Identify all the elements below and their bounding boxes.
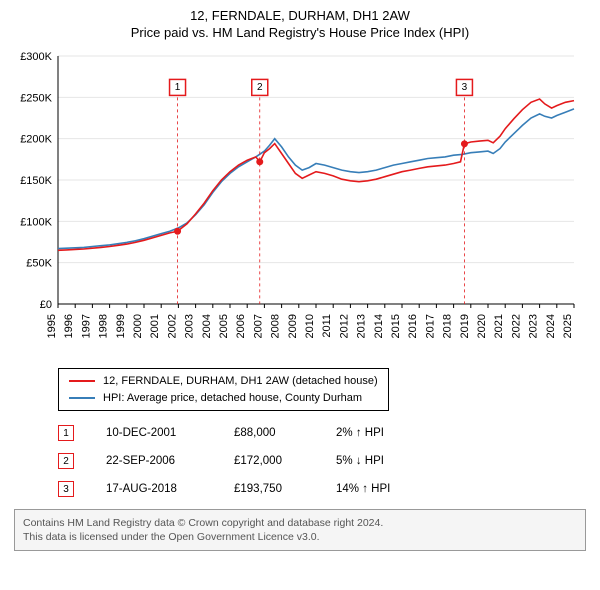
legend-row: HPI: Average price, detached house, Coun… [69,390,378,407]
event-dot [174,228,181,235]
x-tick-label: 1995 [46,314,58,338]
y-tick-label: £300K [20,51,52,63]
chart-area: £0 £50K £100K £150K £200K £250K £300K 1995 1996 1… [14,46,586,358]
x-tick-label: 2000 [132,314,144,338]
y-tick-label: £50K [26,258,52,270]
event-marker-number: 1 [175,82,181,93]
event-date: 17-AUG-2018 [106,483,202,495]
event-price: £172,000 [234,455,304,467]
event-marker-number: 2 [257,82,263,93]
x-tick-label: 2002 [166,314,178,338]
x-tick-label: 2007 [252,314,264,338]
x-tick-label: 1996 [63,314,75,338]
x-tick-label: 2023 [528,314,540,338]
x-tick-label: 2013 [356,314,368,338]
footer-line-2: This data is licensed under the Open Gov… [23,530,577,544]
legend-row: 12, FERNDALE, DURHAM, DH1 2AW (detached … [69,373,378,390]
legend-swatch [69,397,95,399]
event-date: 22-SEP-2006 [106,455,202,467]
legend-box: 12, FERNDALE, DURHAM, DH1 2AW (detached … [58,368,389,411]
x-tick-label: 2021 [493,314,505,338]
chart-title-address: 12, FERNDALE, DURHAM, DH1 2AW [14,8,586,23]
x-tick-label: 2015 [390,314,402,338]
event-dot [461,140,468,147]
x-tick-label: 2018 [442,314,454,338]
event-row-marker: 3 [58,481,74,497]
event-diff: 14% ↑ HPI [336,483,426,495]
x-tick-label: 2024 [545,314,557,338]
x-tick-label: 2014 [373,314,385,338]
legend-label: 12, FERNDALE, DURHAM, DH1 2AW (detached … [103,373,378,390]
chart-title-subtitle: Price paid vs. HM Land Registry's House … [14,25,586,40]
x-tick-label: 2011 [321,314,333,338]
footer-line-1: Contains HM Land Registry data © Crown c… [23,516,577,530]
x-tick-label: 2006 [235,314,247,338]
event-row-marker: 2 [58,453,74,469]
y-tick-label: £250K [20,92,52,104]
event-date: 10-DEC-2001 [106,427,202,439]
series-price_paid [58,99,574,250]
events-table: 1 10-DEC-2001 £88,000 2% ↑ HPI 2 22-SEP-2006 £… [58,419,586,503]
x-tick-label: 2020 [476,314,488,338]
x-tick-label: 2001 [149,314,161,338]
x-tick-label: 2019 [459,314,471,338]
line-chart-svg: £0 £50K £100K £150K £200K £250K £300K 1995 1996 1… [14,46,586,358]
y-tick-label: £100K [20,216,52,228]
x-tick-label: 1998 [98,314,110,338]
x-tick-label: 2022 [510,314,522,338]
legend-label: HPI: Average price, detached house, Coun… [103,390,362,407]
event-row: 2 22-SEP-2006 £172,000 5% ↓ HPI [58,447,586,475]
x-tick-label: 2004 [201,314,213,338]
event-row-marker: 1 [58,425,74,441]
x-tick-label: 2003 [184,314,196,338]
attribution-footer: Contains HM Land Registry data © Crown c… [14,509,586,551]
x-tick-label: 2016 [407,314,419,338]
event-marker-number: 3 [462,82,468,93]
event-price: £193,750 [234,483,304,495]
x-tick-label: 1997 [80,314,92,338]
x-tick-label: 2009 [287,314,299,338]
x-tick-label: 1999 [115,314,127,338]
x-tick-label: 2005 [218,314,230,338]
event-row: 3 17-AUG-2018 £193,750 14% ↑ HPI [58,475,586,503]
legend-swatch [69,380,95,382]
event-diff: 5% ↓ HPI [336,455,426,467]
x-tick-label: 2010 [304,314,316,338]
chart-title-block: 12, FERNDALE, DURHAM, DH1 2AW Price paid… [14,8,586,40]
y-tick-label: £200K [20,134,52,146]
x-tick-label: 2008 [270,314,282,338]
series-hpi [58,109,574,249]
event-row: 1 10-DEC-2001 £88,000 2% ↑ HPI [58,419,586,447]
x-tick-label: 2017 [424,314,436,338]
y-tick-label: £150K [20,175,52,187]
y-tick-label: £0 [40,299,52,311]
x-tick-label: 2025 [562,314,574,338]
x-tick-label: 2012 [338,314,350,338]
event-diff: 2% ↑ HPI [336,427,426,439]
event-price: £88,000 [234,427,304,439]
event-dot [256,158,263,165]
